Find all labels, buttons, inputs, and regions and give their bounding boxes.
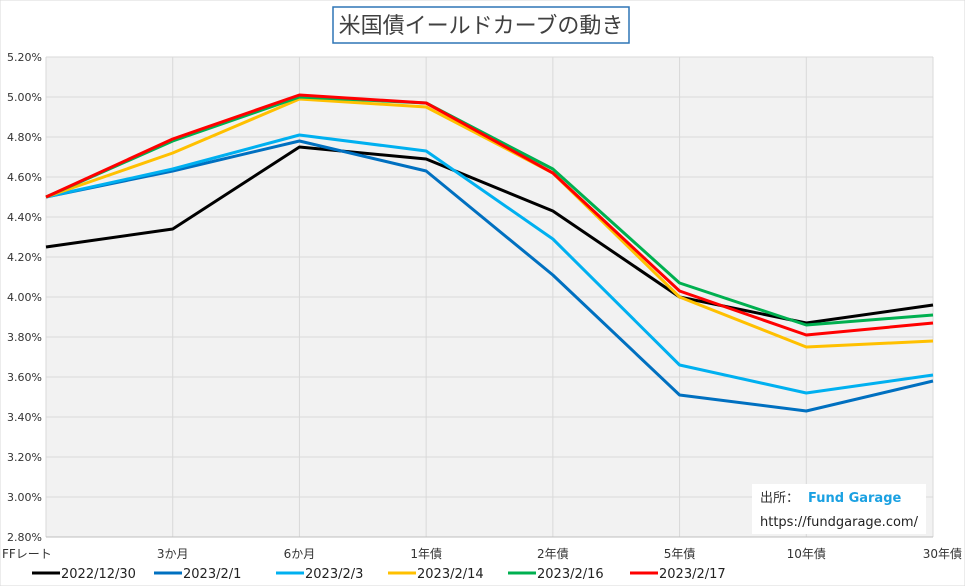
legend-label: 2023/2/3: [305, 567, 363, 582]
x-tick-label: 3か月: [157, 547, 189, 561]
source-label: 出所：: [760, 491, 799, 506]
y-tick-label: 5.20%: [7, 51, 42, 64]
title-box: [332, 6, 630, 44]
x-tick-label: 30年債: [923, 546, 962, 561]
y-axis: 2.80% 3.00% 3.20% 3.40% 3.60% 3.80% 4.00% 4.20%…: [7, 51, 42, 544]
legend-label: 2023/2/17: [659, 567, 726, 582]
x-tick-label: 10年債: [787, 546, 826, 561]
x-tick-label: 1年債: [410, 546, 442, 561]
y-tick-label: 4.40%: [7, 211, 42, 224]
x-tick-label: 6か月: [284, 547, 316, 561]
y-tick-label: 4.00%: [7, 291, 42, 304]
y-tick-label: 2.80%: [7, 531, 42, 544]
series-line-2023/2/17: [45, 93, 934, 337]
series-line-2023/2/16: [45, 95, 934, 327]
legend: 2022/12/30 2023/2/1 2023/2/3 2023/2/14 2023/…: [32, 567, 726, 582]
x-tick-label: 2年債: [537, 546, 569, 561]
y-tick-label: 3.60%: [7, 371, 42, 384]
series-line-2023/2/1: [45, 139, 934, 413]
series-line-2023/2/3: [45, 133, 934, 395]
source-url: https://fundgarage.com/: [760, 515, 919, 530]
series-line-2023/2/14: [45, 97, 934, 349]
legend-label: 2022/12/30: [61, 567, 136, 582]
y-tick-label: 4.60%: [7, 171, 42, 184]
y-tick-label: 5.00%: [7, 91, 42, 104]
y-tick-label: 4.20%: [7, 251, 42, 264]
y-tick-label: 4.80%: [7, 131, 42, 144]
y-tick-label: 3.20%: [7, 451, 42, 464]
x-axis: FFレート 3か月 6か月 1年債 2年債 5年債 10年債 30年債: [2, 546, 962, 561]
legend-label: 2023/2/16: [537, 567, 604, 582]
source-name: Fund Garage: [808, 491, 902, 506]
legend-label: 2023/2/14: [417, 567, 484, 582]
chart-title: 米国債イールドカーブの動き: [339, 14, 624, 39]
y-tick-label: 3.40%: [7, 411, 42, 424]
x-tick-label: FFレート: [2, 547, 52, 561]
x-tick-label: 5年債: [664, 546, 696, 561]
source-annotation: 出所： Fund Garage https://fundgarage.com/: [752, 484, 926, 534]
series-lines: [45, 93, 934, 413]
annotation-box: [752, 484, 926, 534]
y-tick-label: 3.00%: [7, 491, 42, 504]
legend-label: 2023/2/1: [183, 567, 241, 582]
y-tick-label: 3.80%: [7, 331, 42, 344]
